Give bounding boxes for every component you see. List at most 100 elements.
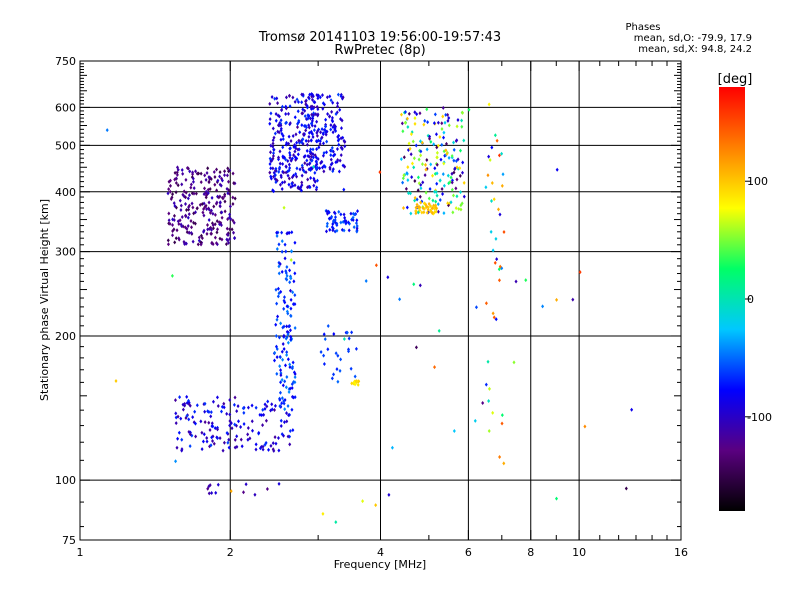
data-point [313,179,317,184]
data-point [417,157,421,162]
data-point [293,149,297,154]
data-point [329,123,333,128]
data-point [352,225,356,230]
data-point [275,96,279,101]
data-point [219,409,223,414]
data-point [273,96,277,101]
data-point [321,101,325,106]
data-point [286,311,290,316]
data-point [435,145,439,150]
data-point [282,295,286,300]
data-point [284,271,288,276]
data-point [419,186,423,191]
data-point [271,126,275,131]
data-point [179,208,183,213]
data-point [436,209,440,214]
data-point [414,345,418,350]
data-point [398,297,402,302]
data-point [322,169,326,174]
data-point [227,437,231,442]
data-point [287,141,291,146]
data-point [333,127,337,132]
data-point [174,459,178,464]
data-point [276,286,280,291]
data-point [275,247,279,252]
data-point [278,262,282,267]
data-point [429,139,433,144]
data-point [459,190,463,195]
data-point [293,144,297,149]
data-point [174,415,178,420]
data-point [292,395,296,400]
data-point [269,143,273,148]
data-point [174,190,178,195]
data-point [416,175,420,180]
data-point [330,145,334,150]
data-point [214,241,218,246]
data-point [225,411,229,416]
data-point [295,97,299,102]
data-point [407,141,411,146]
data-point [272,358,276,363]
data-point [290,156,294,161]
data-point [105,128,109,133]
data-point [208,483,212,488]
data-point [414,211,418,216]
data-point [310,104,314,109]
data-point [228,204,232,209]
data-point [474,305,478,310]
data-point [185,165,189,170]
data-point [184,213,188,218]
data-point [287,134,291,139]
data-point [194,169,198,174]
data-point [207,200,211,205]
data-point [429,204,433,209]
data-point [261,447,265,452]
data-point [452,158,456,163]
data-point [282,205,286,210]
data-point [289,313,293,318]
data-point [314,155,318,160]
data-point [487,102,491,107]
data-point [451,193,455,198]
colorbar-label: [deg] [718,72,753,87]
data-point [242,490,246,495]
data-point [242,410,246,415]
data-point [212,441,216,446]
data-point [270,402,274,407]
data-point [310,118,314,123]
data-point [440,121,444,126]
data-point [287,390,291,395]
data-point [459,207,463,212]
data-point [178,395,182,400]
data-point [351,215,355,220]
data-point [280,239,284,244]
data-point [300,163,304,168]
data-point [446,118,450,123]
colorbar-tick-label: 0 [747,293,754,306]
data-point [288,104,292,109]
data-point [206,409,210,414]
data-point [271,188,275,193]
data-point [274,344,278,349]
data-point [429,162,433,167]
data-point [295,125,299,130]
data-point [340,146,344,151]
data-point [222,405,226,410]
data-point [486,359,490,364]
data-point [419,149,423,154]
data-point [246,437,250,442]
colorbar-tick-label: 100 [747,175,768,188]
data-point [297,118,301,123]
data-point [405,205,409,210]
data-point [490,198,494,203]
data-point [215,200,219,205]
data-point [195,206,199,211]
y-tick-label: 100 [55,474,76,487]
data-point [336,138,340,143]
data-point [192,211,196,216]
data-point [446,173,450,178]
data-point [305,125,309,130]
data-point [286,173,290,178]
data-point [223,209,227,214]
